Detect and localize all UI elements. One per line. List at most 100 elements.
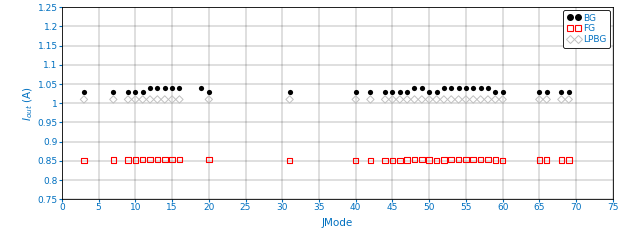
Point [145,86,155,90]
Point [490,158,500,162]
Point [395,97,405,101]
Point [395,90,405,94]
Point [483,86,493,90]
Point [534,158,544,162]
Point [380,158,390,162]
Point [454,86,464,90]
Point [138,90,148,94]
Point [365,97,375,101]
Point [424,90,434,94]
Point [431,158,441,162]
Point [446,158,456,162]
Point [387,90,397,94]
Point [439,158,449,162]
Point [145,158,155,162]
Point [285,90,295,94]
Point [160,157,170,161]
Point [556,90,566,94]
Point [175,97,184,101]
Point [351,90,361,94]
Point [439,97,449,101]
Point [402,90,412,94]
Point [469,97,478,101]
Point [152,157,162,161]
Point [380,90,390,94]
Point [454,97,464,101]
Point [475,157,485,161]
Point [175,157,184,161]
Point [542,90,552,94]
Point [417,158,426,162]
Point [402,158,412,162]
Point [534,90,544,94]
Point [387,158,397,162]
Point [417,97,426,101]
Point [152,97,162,101]
Point [410,97,420,101]
Point [167,157,177,161]
Point [475,97,485,101]
Point [556,97,566,101]
Point [123,158,133,162]
Point [454,158,464,162]
Point [387,97,397,101]
Point [483,157,493,161]
Point [79,97,89,101]
Point [490,90,500,94]
Point [483,97,493,101]
Point [123,97,133,101]
Point [351,158,361,162]
Point [424,97,434,101]
Point [285,158,295,162]
Point [475,86,485,90]
Point [431,97,441,101]
Point [79,90,89,94]
Point [160,86,170,90]
X-axis label: JMode: JMode [322,218,353,228]
Point [79,158,89,162]
Point [469,86,478,90]
Point [138,97,148,101]
Point [204,158,214,162]
Legend: BG, FG, LPBG: BG, FG, LPBG [563,10,610,48]
Point [167,86,177,90]
Point [196,86,206,90]
Point [461,97,471,101]
Point [564,90,574,94]
Point [365,158,375,162]
Point [108,90,118,94]
Point [498,97,508,101]
Point [167,97,177,101]
Point [380,97,390,101]
Point [417,86,426,90]
Point [542,97,552,101]
Point [534,97,544,101]
Point [145,97,155,101]
Point [138,158,148,162]
Point [461,86,471,90]
Point [542,158,552,162]
Point [131,90,141,94]
Point [131,158,141,162]
Point [395,158,405,162]
Point [285,97,295,101]
Point [498,158,508,162]
Point [446,97,456,101]
Point [204,90,214,94]
Point [564,97,574,101]
Point [365,90,375,94]
Point [439,86,449,90]
Point [410,86,420,90]
Point [152,86,162,90]
Point [410,158,420,162]
Point [431,90,441,94]
Point [564,158,574,162]
Point [351,97,361,101]
Point [108,158,118,162]
Point [402,97,412,101]
Point [160,97,170,101]
Y-axis label: $I_{out}$ (A): $I_{out}$ (A) [21,86,35,121]
Point [131,97,141,101]
Point [446,86,456,90]
Point [469,158,478,162]
